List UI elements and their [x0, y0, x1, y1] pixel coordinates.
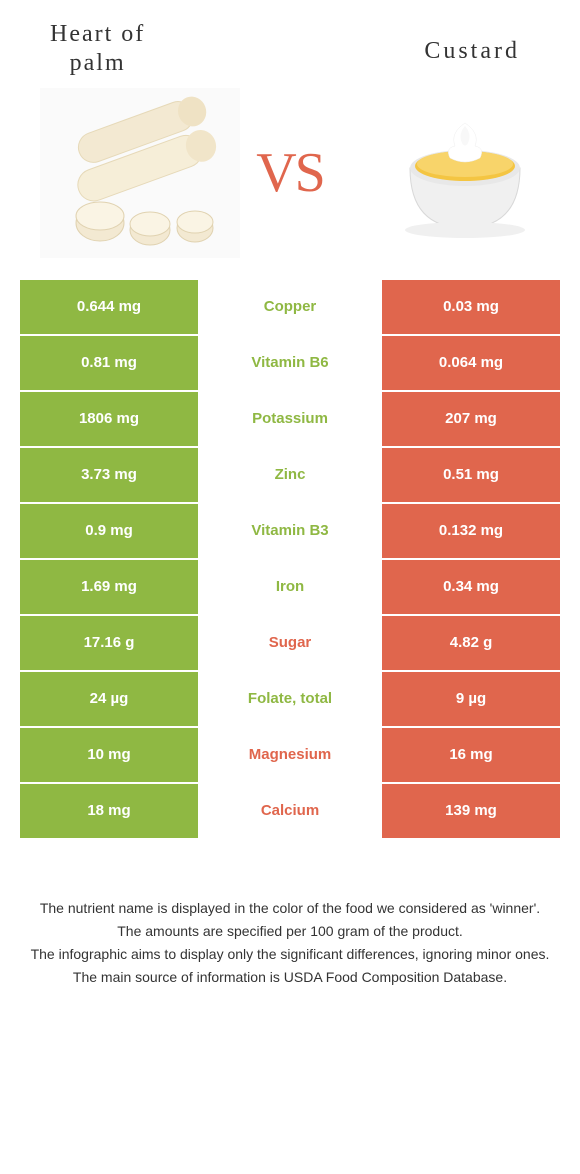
nutrient-name: Iron	[200, 560, 380, 614]
left-value: 10 mg	[20, 728, 200, 782]
title-left-line2: palm	[70, 50, 126, 76]
right-value: 9 µg	[380, 672, 560, 726]
footer-notes: The nutrient name is displayed in the co…	[0, 898, 580, 988]
right-value: 139 mg	[380, 784, 560, 838]
header: Heart of palm Custard	[0, 0, 580, 78]
nutrient-name: Magnesium	[200, 728, 380, 782]
table-row: 0.81 mgVitamin B60.064 mg	[20, 334, 560, 390]
right-value: 0.03 mg	[380, 280, 560, 334]
left-value: 0.644 mg	[20, 280, 200, 334]
left-value: 0.9 mg	[20, 504, 200, 558]
table-row: 24 µgFolate, total9 µg	[20, 670, 560, 726]
vs-label: VS	[256, 141, 324, 205]
footer-line3: The infographic aims to display only the…	[30, 944, 550, 965]
left-value: 3.73 mg	[20, 448, 200, 502]
footer-line1: The nutrient name is displayed in the co…	[30, 898, 550, 919]
left-value: 17.16 g	[20, 616, 200, 670]
right-value: 4.82 g	[380, 616, 560, 670]
nutrient-name: Calcium	[200, 784, 380, 838]
left-value: 18 mg	[20, 784, 200, 838]
table-row: 0.9 mgVitamin B30.132 mg	[20, 502, 560, 558]
right-value: 0.064 mg	[380, 336, 560, 390]
comparison-table: 0.644 mgCopper0.03 mg0.81 mgVitamin B60.…	[20, 278, 560, 838]
nutrient-name: Vitamin B3	[200, 504, 380, 558]
table-row: 1806 mgPotassium207 mg	[20, 390, 560, 446]
images-row: VS	[0, 78, 580, 278]
left-value: 0.81 mg	[20, 336, 200, 390]
left-value: 1.69 mg	[20, 560, 200, 614]
heart-of-palm-image	[40, 88, 240, 258]
right-value: 16 mg	[380, 728, 560, 782]
title-left-line1: Heart of	[50, 21, 145, 47]
nutrient-name: Sugar	[200, 616, 380, 670]
custard-image	[340, 88, 540, 258]
nutrient-name: Zinc	[200, 448, 380, 502]
nutrient-name: Vitamin B6	[200, 336, 380, 390]
right-value: 207 mg	[380, 392, 560, 446]
footer-line2: The amounts are specified per 100 gram o…	[30, 921, 550, 942]
left-value: 1806 mg	[20, 392, 200, 446]
nutrient-name: Folate, total	[200, 672, 380, 726]
footer-line4: The main source of information is USDA F…	[30, 967, 550, 988]
table-row: 18 mgCalcium139 mg	[20, 782, 560, 838]
table-row: 1.69 mgIron0.34 mg	[20, 558, 560, 614]
nutrient-name: Potassium	[200, 392, 380, 446]
table-row: 10 mgMagnesium16 mg	[20, 726, 560, 782]
right-value: 0.34 mg	[380, 560, 560, 614]
nutrient-name: Copper	[200, 280, 380, 334]
table-row: 17.16 gSugar4.82 g	[20, 614, 560, 670]
left-value: 24 µg	[20, 672, 200, 726]
title-right: Custard	[424, 38, 520, 65]
table-row: 0.644 mgCopper0.03 mg	[20, 278, 560, 334]
right-value: 0.51 mg	[380, 448, 560, 502]
table-row: 3.73 mgZinc0.51 mg	[20, 446, 560, 502]
title-left: Heart of palm	[50, 20, 145, 78]
right-value: 0.132 mg	[380, 504, 560, 558]
